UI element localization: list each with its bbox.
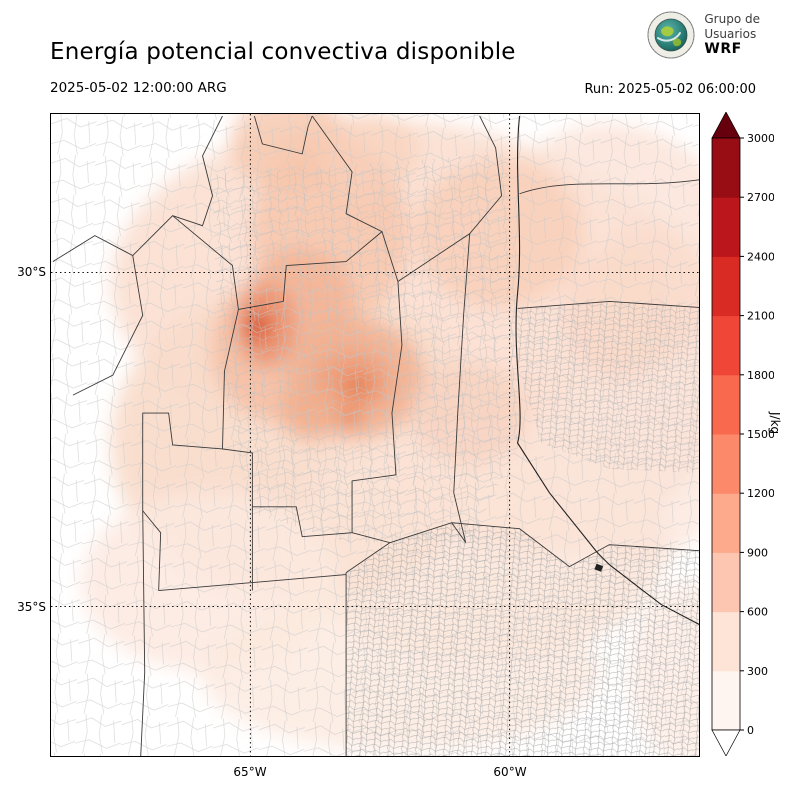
caba-urban-marker xyxy=(594,563,604,572)
colorbar-tick-label: 2100 xyxy=(747,310,774,323)
colorbar-unit-label: J/kg xyxy=(768,412,782,435)
colorbar-segment xyxy=(712,374,740,435)
department-boundaries-fine-entrerios xyxy=(517,301,699,473)
colorbar-tick-label: 1200 xyxy=(747,487,774,500)
colorbar-segment xyxy=(712,552,740,613)
colorbar-tick-label: 3000 xyxy=(747,132,774,145)
graticule-gridlines xyxy=(51,114,699,756)
page-title: Energía potencial convectiva disponible xyxy=(50,39,516,66)
lat-label-30s: 30°S xyxy=(17,265,46,279)
colorbar-segment xyxy=(712,611,740,672)
colorbar-segment xyxy=(712,493,740,553)
lat-label-35s: 35°S xyxy=(17,600,46,614)
valid-time-label: 2025-05-02 12:00:00 ARG xyxy=(50,80,227,96)
colorbar-segment xyxy=(712,434,740,494)
colorbar-tick-label: 1500 xyxy=(747,428,774,441)
lon-label-60w: 60°W xyxy=(493,765,527,779)
colorbar-tick-label: 600 xyxy=(747,606,768,619)
colorbar-segment xyxy=(712,670,740,731)
colorbar: 0 300 600 900 1200 1500 1800 2100 2400 2700 3000 xyxy=(710,111,775,760)
wrf-logo: Grupo de Usuarios WRF xyxy=(646,10,760,60)
logo-line-2: Usuarios xyxy=(704,26,757,41)
colorbar-segment xyxy=(712,138,740,198)
logo-line-3: WRF xyxy=(704,40,742,57)
colorbar-tick-label: 2700 xyxy=(747,191,774,204)
colorbar-tick-label: 1800 xyxy=(747,369,774,382)
cape-map-canvas xyxy=(51,114,699,756)
parana-river-boundary xyxy=(515,115,699,625)
map-frame xyxy=(50,113,700,757)
department-boundaries-medium xyxy=(210,153,520,543)
colorbar-segment xyxy=(712,315,740,376)
colorbar-segment xyxy=(712,197,740,257)
logo-line-1: Grupo de xyxy=(704,12,760,27)
province-boundaries xyxy=(52,115,699,756)
colorbar-tick-label: 2400 xyxy=(747,250,774,263)
colorbar-tick-label: 300 xyxy=(747,665,768,678)
colorbar-over-arrow xyxy=(711,111,741,139)
wrf-globe-icon xyxy=(647,11,695,59)
colorbar-segment xyxy=(712,256,740,317)
lon-label-65w: 65°W xyxy=(233,765,267,779)
department-boundaries-fine-buenosaires xyxy=(346,522,699,756)
run-time-label: Run: 2025-05-02 06:00:00 xyxy=(584,82,756,97)
wrf-logo-text: Grupo de Usuarios WRF xyxy=(704,12,760,58)
colorbar-under-arrow xyxy=(711,729,741,757)
colorbar-tick-label: 900 xyxy=(747,546,768,559)
colorbar-tick-label: 0 xyxy=(747,724,754,737)
